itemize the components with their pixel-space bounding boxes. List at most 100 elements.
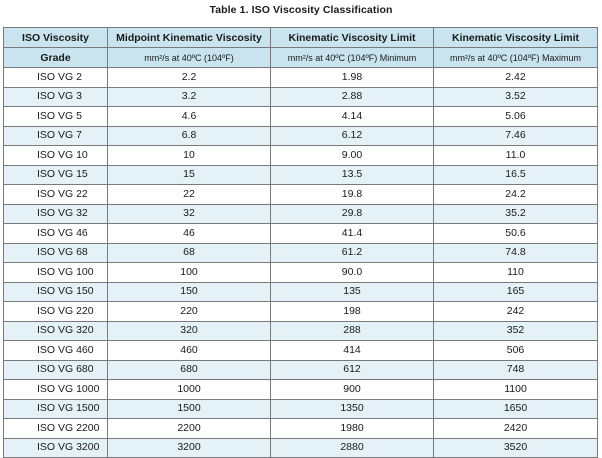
table-row: ISO VG 100 100 90.0 110	[3, 262, 598, 283]
cell-midpoint: 1000	[107, 379, 271, 400]
cell-midpoint: 2200	[107, 418, 271, 439]
table-row: ISO VG 15 15 13.5 16.5	[3, 164, 598, 185]
cell-minimum: 414	[270, 340, 434, 361]
table-row: ISO VG 68 68 61.2 74.8	[3, 242, 598, 263]
table-row: ISO VG 10 10 9.00 11.0	[3, 145, 598, 166]
cell-maximum: 506	[433, 340, 598, 361]
cell-midpoint: 3200	[107, 437, 271, 458]
cell-grade: ISO VG 1500	[3, 398, 108, 419]
header-maximum: Kinematic Viscosity Limit	[433, 27, 598, 48]
header-minimum-unit: mm²/s at 40ºC (104ºF) Minimum	[270, 47, 434, 68]
cell-maximum: 2420	[433, 418, 598, 439]
header-maximum-unit: mm²/s at 40ºC (104ºF) Maximum	[433, 47, 598, 68]
cell-grade: ISO VG 460	[3, 340, 108, 361]
cell-maximum: 748	[433, 359, 598, 380]
cell-minimum: 2880	[270, 437, 434, 458]
cell-grade: ISO VG 100	[3, 262, 108, 283]
cell-grade: ISO VG 15	[3, 164, 108, 185]
cell-midpoint: 150	[107, 281, 271, 302]
cell-grade: ISO VG 7	[3, 125, 108, 146]
cell-midpoint: 2.2	[107, 67, 271, 88]
cell-midpoint: 15	[107, 164, 271, 185]
header-minimum: Kinematic Viscosity Limit	[270, 27, 434, 48]
cell-midpoint: 100	[107, 262, 271, 283]
cell-midpoint: 22	[107, 184, 271, 205]
header-midpoint-unit: mm²/s at 40ºC (104ºF)	[107, 47, 271, 68]
table-row: ISO VG 150 150 135 165	[3, 281, 598, 302]
cell-midpoint: 320	[107, 320, 271, 341]
cell-maximum: 242	[433, 301, 598, 322]
cell-maximum: 2.42	[433, 67, 598, 88]
cell-minimum: 1350	[270, 398, 434, 419]
cell-maximum: 352	[433, 320, 598, 341]
cell-midpoint: 6.8	[107, 125, 271, 146]
table-row: ISO VG 5 4.6 4.14 5.06	[3, 106, 598, 127]
cell-grade: ISO VG 10	[3, 145, 108, 166]
table-title: Table 1. ISO Viscosity Classification	[209, 4, 393, 16]
cell-midpoint: 10	[107, 145, 271, 166]
cell-maximum: 50.6	[433, 223, 598, 244]
cell-maximum: 3.52	[433, 86, 598, 107]
table-row: ISO VG 46 46 41.4 50.6	[3, 223, 598, 244]
cell-maximum: 7.46	[433, 125, 598, 146]
table-row: ISO VG 3200 3200 2880 3520	[3, 437, 598, 458]
cell-maximum: 110	[433, 262, 598, 283]
table-row: ISO VG 220 220 198 242	[3, 301, 598, 322]
cell-maximum: 11.0	[433, 145, 598, 166]
cell-maximum: 1650	[433, 398, 598, 419]
cell-minimum: 13.5	[270, 164, 434, 185]
cell-maximum: 74.8	[433, 242, 598, 263]
cell-minimum: 4.14	[270, 106, 434, 127]
cell-midpoint: 68	[107, 242, 271, 263]
table-row: ISO VG 7 6.8 6.12 7.46	[3, 125, 598, 146]
table-row: ISO VG 3 3.2 2.88 3.52	[3, 86, 598, 107]
cell-maximum: 1100	[433, 379, 598, 400]
cell-midpoint: 46	[107, 223, 271, 244]
cell-grade: ISO VG 22	[3, 184, 108, 205]
cell-grade: ISO VG 5	[3, 106, 108, 127]
header-midpoint: Midpoint Kinematic Viscosity	[107, 27, 271, 48]
cell-grade: ISO VG 68	[3, 242, 108, 263]
table-row: ISO VG 1000 1000 900 1100	[3, 379, 598, 400]
cell-minimum: 288	[270, 320, 434, 341]
table-row: ISO VG 320 320 288 352	[3, 320, 598, 341]
table-row: ISO VG 22 22 19.8 24.2	[3, 184, 598, 205]
cell-minimum: 1.98	[270, 67, 434, 88]
cell-grade: ISO VG 220	[3, 301, 108, 322]
cell-minimum: 29.8	[270, 203, 434, 224]
cell-midpoint: 3.2	[107, 86, 271, 107]
table-row: ISO VG 2200 2200 1980 2420	[3, 418, 598, 439]
viscosity-table: ISO Viscosity Midpoint Kinematic Viscosi…	[3, 27, 598, 458]
header-grade: ISO Viscosity	[3, 27, 108, 48]
table-row: ISO VG 680 680 612 748	[3, 359, 598, 380]
cell-grade: ISO VG 46	[3, 223, 108, 244]
cell-minimum: 9.00	[270, 145, 434, 166]
table-body: ISO VG 2 2.2 1.98 2.42 ISO VG 3 3.2 2.88 3.52 IS…	[3, 67, 598, 458]
cell-grade: ISO VG 3	[3, 86, 108, 107]
cell-midpoint: 460	[107, 340, 271, 361]
cell-maximum: 35.2	[433, 203, 598, 224]
cell-maximum: 16.5	[433, 164, 598, 185]
cell-minimum: 6.12	[270, 125, 434, 146]
cell-grade: ISO VG 680	[3, 359, 108, 380]
cell-midpoint: 680	[107, 359, 271, 380]
table-row: ISO VG 460 460 414 506	[3, 340, 598, 361]
cell-midpoint: 32	[107, 203, 271, 224]
cell-grade: ISO VG 150	[3, 281, 108, 302]
table-row: ISO VG 2 2.2 1.98 2.42	[3, 67, 598, 88]
cell-minimum: 2.88	[270, 86, 434, 107]
cell-midpoint: 1500	[107, 398, 271, 419]
cell-grade: ISO VG 1000	[3, 379, 108, 400]
cell-minimum: 135	[270, 281, 434, 302]
cell-minimum: 1980	[270, 418, 434, 439]
cell-grade: ISO VG 2200	[3, 418, 108, 439]
cell-minimum: 90.0	[270, 262, 434, 283]
cell-minimum: 900	[270, 379, 434, 400]
cell-minimum: 61.2	[270, 242, 434, 263]
cell-grade: ISO VG 320	[3, 320, 108, 341]
cell-grade: ISO VG 32	[3, 203, 108, 224]
cell-midpoint: 220	[107, 301, 271, 322]
cell-minimum: 612	[270, 359, 434, 380]
cell-maximum: 5.06	[433, 106, 598, 127]
cell-maximum: 165	[433, 281, 598, 302]
